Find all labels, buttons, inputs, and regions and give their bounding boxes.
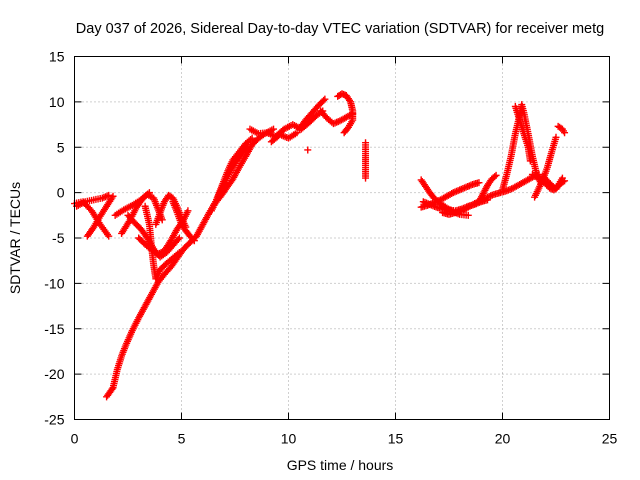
data-point [145,189,153,197]
x-axis-label: GPS time / hours [287,457,394,473]
y-tick-label: -25 [44,412,64,428]
data-point [175,234,183,242]
axis-ticks: 0 5 10 15 20 25 -25 -20 -15 -10 -5 0 5 10 15 [44,49,617,447]
x-tick-label: 20 [495,431,511,447]
data-point [190,237,198,245]
data-point [464,211,472,219]
data-point [189,235,197,243]
data-point [526,157,534,165]
data-point [304,146,312,154]
x-tick-label: 25 [602,431,618,447]
data-point [184,207,192,215]
plot-frame [74,56,610,420]
data-point [475,179,483,187]
grid-lines [74,56,610,420]
data-point [247,136,255,144]
data-point [340,129,348,137]
y-tick-label: 0 [57,185,65,201]
data-point [270,125,278,133]
data-point [362,174,370,182]
data-point [492,171,500,179]
data-point [561,129,569,137]
data-point [345,96,353,104]
data-series-points [71,90,569,401]
y-tick-label: -15 [44,321,64,337]
data-point [469,200,477,208]
x-tick-label: 10 [281,431,297,447]
y-tick-label: 15 [49,49,65,65]
data-point [248,134,256,142]
y-tick-label: 5 [57,139,65,155]
x-tick-label: 0 [71,431,79,447]
data-point [558,174,566,182]
data-point [552,133,560,141]
y-tick-label: -5 [52,230,65,246]
data-point [174,235,182,243]
data-point [144,190,152,198]
data-point [320,96,328,104]
x-tick-label: 5 [178,431,186,447]
data-point [293,129,301,137]
y-axis-label: SDTVAR / TECUs [7,182,23,294]
y-tick-label: 10 [49,94,65,110]
data-point [448,190,456,198]
data-point [105,232,113,240]
data-point [341,127,349,135]
y-tick-label: -20 [44,366,64,382]
data-point [491,173,499,181]
chart-title: Day 037 of 2026, Sidereal Day-to-day VTE… [76,21,604,37]
data-point [174,250,182,258]
data-point [321,95,329,103]
y-tick-label: -10 [44,275,64,291]
x-tick-label: 15 [388,431,404,447]
data-point [175,249,183,257]
data-point [108,385,116,393]
data-point [109,192,117,200]
